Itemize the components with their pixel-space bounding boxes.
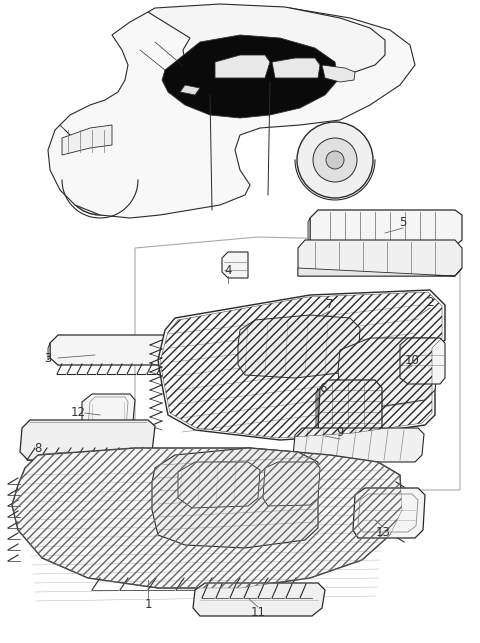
Circle shape <box>231 261 239 269</box>
Text: 11: 11 <box>251 606 265 619</box>
Polygon shape <box>318 380 382 438</box>
Polygon shape <box>180 85 200 95</box>
Circle shape <box>65 145 135 215</box>
Polygon shape <box>322 65 355 82</box>
Polygon shape <box>298 268 462 276</box>
Polygon shape <box>193 583 325 616</box>
Text: 4: 4 <box>224 264 232 276</box>
Text: 3: 3 <box>44 352 52 365</box>
Polygon shape <box>293 428 424 462</box>
Circle shape <box>273 343 297 367</box>
Text: 9: 9 <box>336 426 344 440</box>
Polygon shape <box>48 5 415 218</box>
Polygon shape <box>178 462 260 508</box>
Polygon shape <box>353 488 425 538</box>
Polygon shape <box>308 218 310 244</box>
Circle shape <box>92 172 108 188</box>
Polygon shape <box>263 462 320 506</box>
Polygon shape <box>48 343 50 360</box>
Text: 6: 6 <box>319 381 327 395</box>
Circle shape <box>313 138 357 182</box>
Circle shape <box>421 222 431 232</box>
Polygon shape <box>215 55 270 78</box>
Polygon shape <box>82 394 135 442</box>
Polygon shape <box>298 240 462 276</box>
Polygon shape <box>12 448 402 588</box>
Circle shape <box>399 222 409 232</box>
Polygon shape <box>62 125 112 155</box>
Text: 5: 5 <box>399 215 407 228</box>
Circle shape <box>326 151 344 169</box>
Polygon shape <box>148 4 385 80</box>
Text: 8: 8 <box>34 442 42 455</box>
Polygon shape <box>338 338 440 408</box>
Circle shape <box>279 349 291 361</box>
Polygon shape <box>272 58 320 78</box>
Polygon shape <box>316 388 318 432</box>
Circle shape <box>80 160 120 200</box>
Polygon shape <box>222 252 248 278</box>
Polygon shape <box>20 420 155 460</box>
Text: 2: 2 <box>426 296 434 309</box>
Polygon shape <box>162 35 338 118</box>
Polygon shape <box>310 210 462 246</box>
Polygon shape <box>291 456 293 465</box>
Polygon shape <box>152 448 318 548</box>
Text: 10: 10 <box>405 354 420 367</box>
Text: 7: 7 <box>326 298 334 311</box>
Polygon shape <box>238 315 360 378</box>
Polygon shape <box>158 290 445 440</box>
Circle shape <box>377 222 387 232</box>
Text: 12: 12 <box>71 406 85 419</box>
Text: 13: 13 <box>375 527 390 539</box>
Circle shape <box>297 122 373 198</box>
Circle shape <box>355 222 365 232</box>
Text: 1: 1 <box>144 597 152 610</box>
Circle shape <box>333 222 343 232</box>
Polygon shape <box>50 335 182 365</box>
Circle shape <box>417 356 427 366</box>
Polygon shape <box>400 338 445 384</box>
